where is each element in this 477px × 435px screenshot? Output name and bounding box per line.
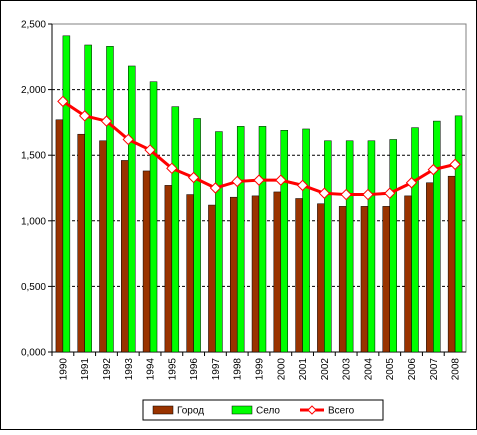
bar <box>142 170 151 353</box>
bar <box>121 160 129 353</box>
bar <box>149 81 158 353</box>
bar <box>295 198 303 353</box>
x-tick-label: 2002 <box>320 358 331 381</box>
y-tick-label: 1,500 <box>21 151 46 162</box>
bar <box>193 118 201 353</box>
bar <box>62 35 71 353</box>
legend-label: Село <box>256 406 280 417</box>
bar <box>215 131 223 353</box>
line-marker <box>122 133 134 146</box>
bar <box>433 120 441 353</box>
x-tick-label: 2005 <box>385 358 396 381</box>
x-tick-label: 1995 <box>167 358 178 381</box>
bar <box>454 115 463 353</box>
x-tick-label: 1991 <box>80 358 91 381</box>
bar <box>186 194 194 353</box>
bar <box>273 191 282 353</box>
line-marker <box>144 144 156 156</box>
bar <box>404 195 412 353</box>
bar <box>258 126 267 353</box>
line-marker <box>449 158 461 171</box>
line-marker <box>166 162 178 175</box>
bar <box>280 130 289 353</box>
line-marker <box>187 171 200 184</box>
x-tick-label: 1994 <box>146 358 157 381</box>
line-marker <box>209 182 222 194</box>
line-marker <box>78 110 91 122</box>
bar <box>106 46 114 353</box>
x-tick-label: 2000 <box>276 358 287 381</box>
line-marker <box>296 179 309 192</box>
x-tick-label: 1992 <box>102 358 113 381</box>
line-marker <box>384 187 396 199</box>
line-marker <box>231 175 243 188</box>
line-marker <box>100 115 113 127</box>
bar <box>389 139 397 353</box>
line-marker <box>405 177 418 189</box>
bar <box>317 203 325 353</box>
legend-swatch-marker <box>307 405 317 415</box>
bar <box>55 119 64 353</box>
bar <box>84 44 92 353</box>
bar <box>338 206 347 353</box>
line-marker <box>275 174 287 186</box>
bar <box>302 128 310 353</box>
bar <box>324 140 332 353</box>
bar <box>345 140 354 353</box>
x-tick-label: 1996 <box>189 358 200 381</box>
line-marker <box>427 163 440 176</box>
bar <box>171 106 180 353</box>
x-tick-label: 2008 <box>451 358 462 381</box>
bar <box>382 206 390 353</box>
legend-swatch <box>152 405 174 415</box>
x-tick-label: 1998 <box>233 358 244 381</box>
legend-swatch <box>231 405 253 415</box>
line-marker <box>362 188 374 201</box>
bar <box>128 65 136 353</box>
line-marker <box>318 187 331 199</box>
bar <box>251 195 260 353</box>
x-tick-label: 1997 <box>211 358 222 381</box>
x-tick-label: 2003 <box>342 358 353 381</box>
x-tick-label: 1990 <box>58 358 69 381</box>
bar <box>99 140 107 353</box>
bar <box>77 133 85 353</box>
x-tick-label: 2001 <box>298 358 309 381</box>
line-marker <box>57 95 69 108</box>
bar <box>367 140 376 353</box>
bar <box>447 175 456 353</box>
bar <box>208 204 216 353</box>
x-tick-label: 1993 <box>124 358 135 381</box>
y-tick-label: 1,000 <box>21 216 46 227</box>
legend-box <box>142 399 384 421</box>
y-tick-label: 0,000 <box>21 348 46 359</box>
x-tick-label: 2007 <box>429 358 440 381</box>
line-marker <box>340 188 352 201</box>
x-tick-label: 2006 <box>407 358 418 381</box>
bar <box>411 127 419 353</box>
legend-label: Город <box>177 406 204 417</box>
x-tick-label: 1999 <box>255 358 266 381</box>
bar <box>426 182 434 353</box>
y-tick-label: 0,500 <box>21 282 46 293</box>
legend: Город Село Всего <box>142 399 384 421</box>
bar <box>360 206 369 353</box>
bar <box>164 185 173 353</box>
line-marker <box>253 174 265 186</box>
x-tick-label: 2004 <box>363 358 374 381</box>
y-tick-label: 2,500 <box>21 20 46 31</box>
y-tick-label: 2,000 <box>21 85 46 96</box>
legend-label: Всего <box>328 406 355 417</box>
bar <box>229 196 238 353</box>
bar <box>236 126 245 353</box>
